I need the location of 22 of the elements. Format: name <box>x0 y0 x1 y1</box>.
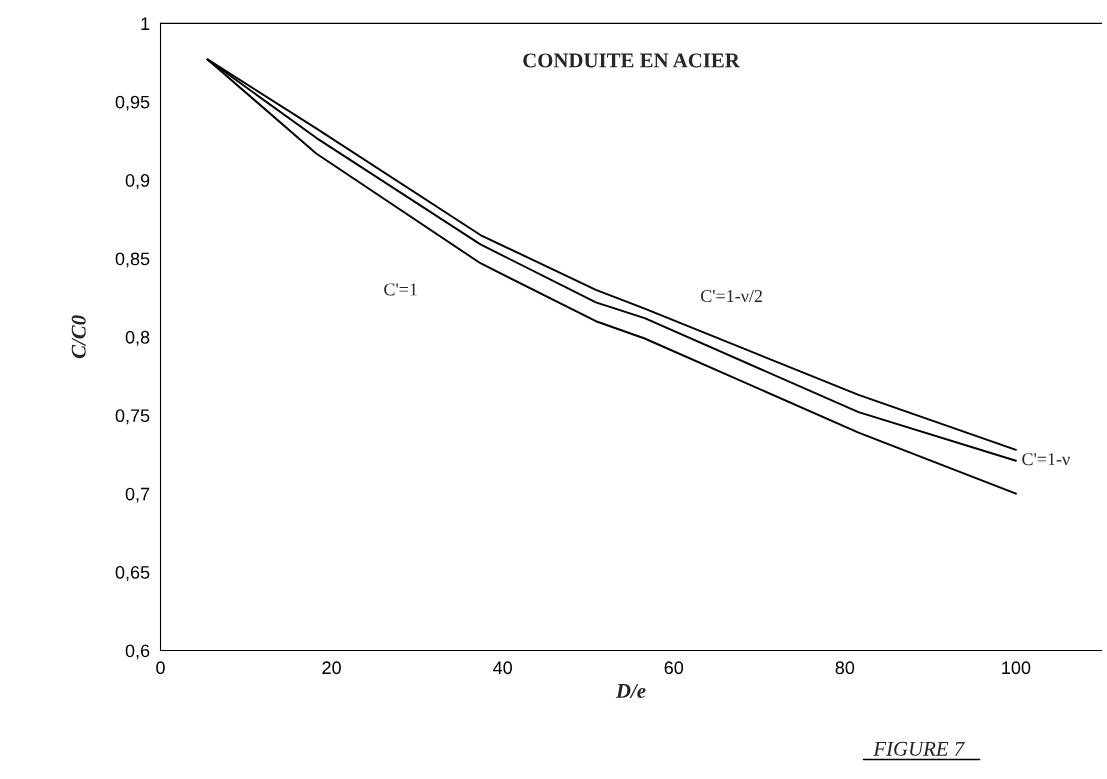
y-tick-label: 0,6 <box>125 644 150 660</box>
x-tick-label: 20 <box>322 661 341 675</box>
text: C'=1 <box>384 283 417 296</box>
y-tick-label: 0,95 <box>115 95 150 111</box>
x-axis-title: D/e <box>615 684 646 698</box>
y-tick-label: 0,9 <box>125 174 150 189</box>
y-tick-label: 1 <box>141 17 150 30</box>
x-tick-label: 80 <box>835 661 855 675</box>
x-tick-label: 100 <box>1002 661 1031 675</box>
x-tick-label: 60 <box>664 661 684 675</box>
series-label: C'=1-ν <box>1022 453 1070 466</box>
y-axis-title: C/C0 <box>71 315 86 359</box>
y-tick-label: 0,75 <box>115 409 150 425</box>
x-tick-label: 0 <box>156 661 165 675</box>
caption: FIGURE 7 <box>873 741 965 756</box>
x-tick-label: 40 <box>493 661 513 675</box>
y-tick-label: 0,8 <box>125 330 150 346</box>
y-tick-label: 0,65 <box>115 566 150 581</box>
text: CONDUITE EN ACIER <box>523 53 740 68</box>
series-label: C'=1-ν/2 <box>700 289 762 303</box>
y-tick-label: 0,7 <box>125 487 150 503</box>
y-tick-label: 0,85 <box>115 252 150 268</box>
